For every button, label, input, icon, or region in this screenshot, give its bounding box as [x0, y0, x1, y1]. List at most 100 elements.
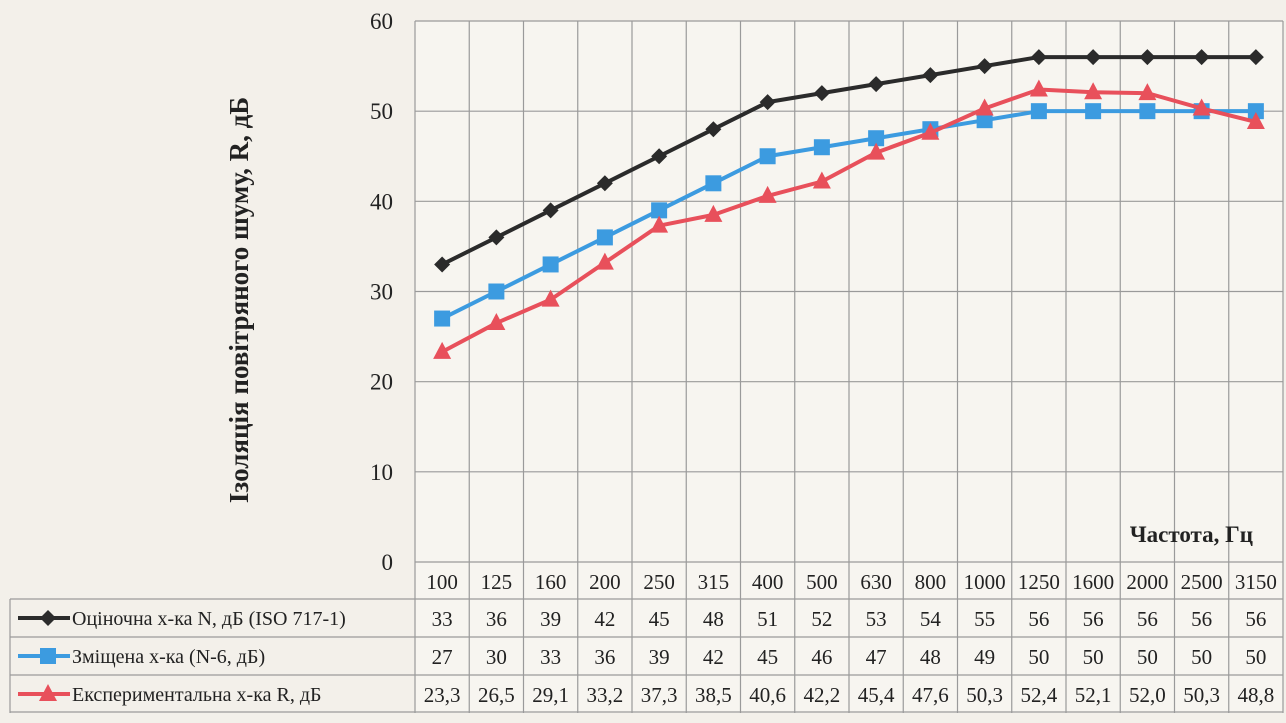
data-point — [813, 139, 830, 156]
data-table-cell: 48,8 — [1238, 683, 1275, 707]
x-tick-label: 315 — [698, 570, 730, 594]
data-point — [976, 112, 993, 129]
data-table-cell: 39 — [649, 645, 670, 669]
data-point — [434, 310, 451, 327]
data-table-cell: 48 — [920, 645, 941, 669]
data-point — [542, 256, 559, 273]
data-point — [867, 142, 886, 160]
data-point — [1139, 49, 1156, 66]
legend-key-marker — [40, 648, 56, 664]
data-point — [650, 215, 669, 233]
data-table-cell: 47,6 — [912, 683, 949, 707]
data-point — [1246, 111, 1265, 129]
data-point — [1193, 49, 1210, 66]
x-tick-label: 2500 — [1181, 570, 1223, 594]
data-table-cell: 56 — [1245, 607, 1266, 631]
y-axis-title: Ізоляція повітряного шуму, R, дБ — [224, 97, 254, 503]
data-table-cell: 45 — [649, 607, 670, 631]
data-table-cell: 52 — [811, 607, 832, 631]
data-table-cell: 46 — [811, 645, 832, 669]
y-tick-label: 30 — [370, 280, 393, 305]
data-point — [922, 67, 939, 84]
legend-label: Оціночна х-ка N, дБ (ISO 717-1) — [72, 608, 346, 630]
data-point — [488, 229, 505, 246]
data-table-cell: 56 — [1191, 607, 1212, 631]
data-table-cell: 56 — [1083, 607, 1104, 631]
data-point — [1030, 103, 1047, 120]
data-table-cell: 50 — [1191, 645, 1212, 669]
data-point — [487, 313, 506, 331]
x-tick-label: 400 — [752, 570, 784, 594]
data-point — [705, 121, 722, 138]
data-table-cell: 33 — [432, 607, 453, 631]
x-tick-label: 160 — [535, 570, 567, 594]
data-point — [541, 289, 560, 307]
data-table-cell: 52,0 — [1129, 683, 1166, 707]
data-point — [434, 256, 451, 273]
data-table-cell: 45,4 — [858, 683, 895, 707]
series-line-1 — [441, 55, 1256, 267]
data-table-cell: 51 — [757, 607, 778, 631]
data-table-cell: 52,4 — [1021, 683, 1058, 707]
x-tick-label: 630 — [860, 570, 892, 594]
y-tick-label: 10 — [370, 460, 393, 485]
legend-label: Зміщена х-ка (N-6, дБ) — [72, 646, 265, 668]
data-point — [1139, 103, 1156, 120]
data-table-cell: 50,3 — [1183, 683, 1220, 707]
data-table-cell: 45 — [757, 645, 778, 669]
data-table-cell: 23,3 — [424, 683, 461, 707]
x-tick-label: 100 — [426, 570, 458, 594]
data-table-cell: 27 — [432, 645, 453, 669]
data-table-cell: 50 — [1083, 645, 1104, 669]
y-tick-label: 0 — [382, 550, 394, 575]
data-table-cell: 50 — [1137, 645, 1158, 669]
data-table-cell: 47 — [866, 645, 887, 669]
data-point — [812, 171, 831, 189]
data-point — [542, 202, 559, 219]
data-table-cell: 54 — [920, 607, 942, 631]
data-table-cell: 33 — [540, 645, 561, 669]
data-point — [1084, 82, 1103, 100]
data-table-cell: 29,1 — [532, 683, 569, 707]
data-point — [921, 122, 940, 140]
y-tick-label: 20 — [370, 370, 393, 395]
data-point — [704, 204, 723, 222]
data-point — [596, 229, 613, 246]
data-point — [595, 252, 614, 270]
data-table-cell: 52,1 — [1075, 683, 1112, 707]
series-line-2 — [441, 109, 1256, 321]
data-point — [705, 175, 722, 192]
data-point — [651, 202, 668, 219]
x-tick-label: 1000 — [964, 570, 1006, 594]
data-point — [759, 94, 776, 111]
x-tick-label: 500 — [806, 570, 838, 594]
data-table-cell: 56 — [1137, 607, 1158, 631]
data-point — [433, 341, 452, 359]
data-table-cell: 42 — [703, 645, 724, 669]
data-table-cell: 56 — [1028, 607, 1049, 631]
data-point — [1247, 49, 1264, 66]
x-tick-label: 3150 — [1235, 570, 1277, 594]
x-tick-label: 1600 — [1072, 570, 1114, 594]
data-point — [651, 148, 668, 165]
data-point — [596, 175, 613, 192]
x-tick-label: 800 — [915, 570, 947, 594]
data-point — [759, 148, 776, 165]
y-tick-label: 50 — [370, 99, 393, 124]
y-tick-label: 40 — [370, 189, 393, 214]
y-tick-label: 60 — [370, 9, 393, 34]
data-table-cell: 50,3 — [966, 683, 1003, 707]
x-axis-title: Частота, Гц — [1130, 522, 1253, 547]
data-point — [1138, 83, 1157, 101]
data-table-cell: 36 — [486, 607, 507, 631]
data-table-cell: 38,5 — [695, 683, 732, 707]
data-point — [1085, 49, 1102, 66]
legend-label: Експериментальна х-ка R, дБ — [72, 684, 322, 706]
data-table-cell: 42,2 — [804, 683, 841, 707]
data-point — [1247, 103, 1264, 120]
x-tick-label: 250 — [643, 570, 675, 594]
data-table-cell: 36 — [594, 645, 615, 669]
data-table-cell: 37,3 — [641, 683, 678, 707]
